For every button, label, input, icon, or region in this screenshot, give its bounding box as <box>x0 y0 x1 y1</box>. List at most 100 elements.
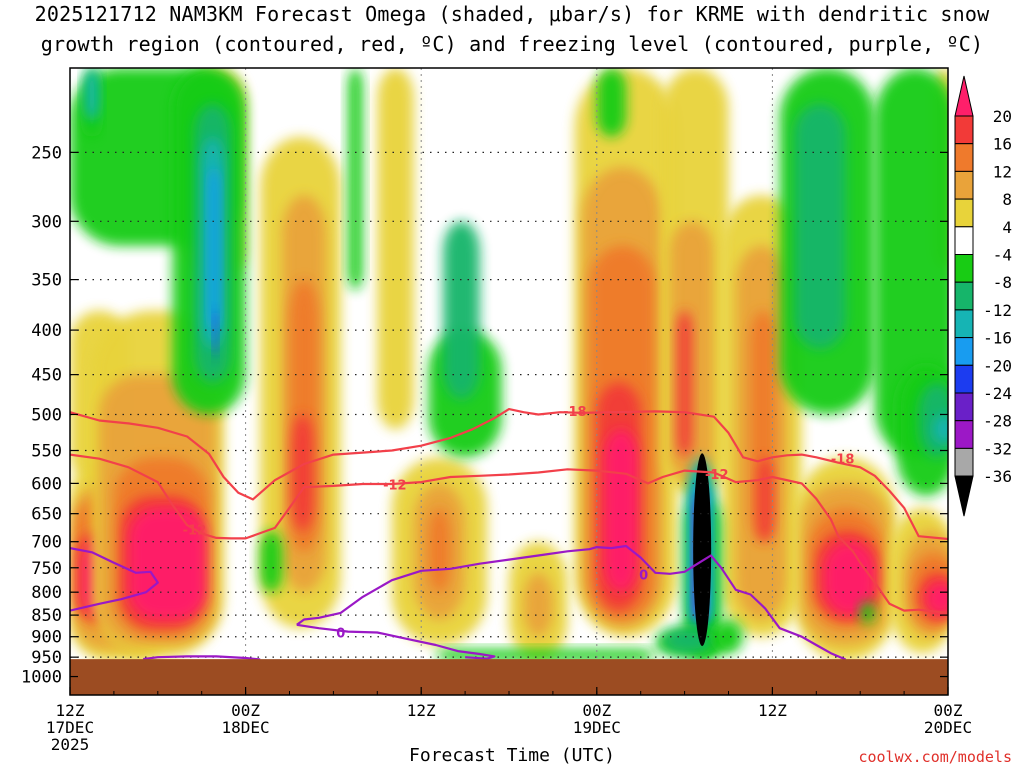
contour-line <box>70 408 948 541</box>
omega-field <box>70 68 948 662</box>
contour-label: -18 <box>563 405 587 420</box>
y-tick-label: 1000 <box>21 668 62 688</box>
x-tick-label: 12Z <box>758 701 787 720</box>
contour-label: -12 <box>183 524 207 539</box>
y-tick-label: 300 <box>31 212 62 232</box>
contour-line <box>70 453 948 614</box>
chart-title-line-1: 2025121712 NAM3KM Forecast Omega (shaded… <box>34 2 990 26</box>
omega-shade <box>926 582 948 616</box>
x-tick-label: 00Z <box>582 701 611 720</box>
omega-shade <box>209 167 220 331</box>
omega-shade <box>794 104 846 349</box>
colorbar-swatch <box>954 392 974 422</box>
omega-shade <box>757 457 773 542</box>
x-tick-label: 19DEC <box>573 718 621 737</box>
contour-label: -18 <box>831 452 855 467</box>
surface-fill <box>70 659 948 695</box>
colorbar-label: -4 <box>993 246 1012 265</box>
y-tick-label: 250 <box>31 143 62 163</box>
omega-shade <box>348 68 363 291</box>
colorbar-swatch <box>954 420 974 449</box>
y-tick-label: 900 <box>31 628 62 648</box>
omega-shade <box>428 507 451 593</box>
colorbar-swatch <box>954 447 974 477</box>
contour-line <box>296 544 847 661</box>
contour-label: 0 <box>639 568 648 583</box>
omega-shade <box>292 414 313 531</box>
colorbar-swatch <box>954 115 974 145</box>
colorbar-swatch <box>954 226 974 256</box>
colorbar-label: 12 <box>993 162 1012 181</box>
colorbar-swatch <box>954 337 974 366</box>
colorbar-swatch <box>954 309 974 339</box>
omega-shade <box>933 414 948 444</box>
colorbar-swatch <box>954 281 974 311</box>
x-axis-title: Forecast Time (UTC) <box>409 745 615 766</box>
contour-line <box>70 547 159 612</box>
omega-shade <box>823 541 875 616</box>
omega-shade <box>443 221 480 400</box>
contour-lines: -18 -18 -12 -12 -12 0 0 <box>70 405 948 661</box>
y-tick-label: 650 <box>31 505 62 525</box>
omega-shade <box>677 310 692 458</box>
credit-text[interactable]: coolwx.com/models <box>858 748 1012 766</box>
colorbar-label: -32 <box>983 439 1012 458</box>
colorbar-label: -20 <box>983 356 1012 375</box>
y-tick-label: 600 <box>31 474 62 494</box>
y-tick-label: 350 <box>31 271 62 291</box>
x-tick-label: 12Z <box>407 701 436 720</box>
y-tick-label: 750 <box>31 559 62 579</box>
contour-line <box>296 623 496 660</box>
omega-shade <box>523 572 553 637</box>
colorbar-label: -12 <box>983 301 1012 320</box>
y-tick-label: 500 <box>31 405 62 425</box>
colorbar-label: -8 <box>993 273 1012 292</box>
x-tick-label: 17DEC <box>46 718 94 737</box>
contour-line <box>143 655 261 661</box>
x-tick-label: 00Z <box>934 701 963 720</box>
colorbar: 20 16 12 8 4 -4 -8 -12 -16 -20 -24 -28 -32 -36 <box>954 75 1012 517</box>
x-tick-label: 2025 <box>51 735 90 754</box>
omega-shade <box>377 68 414 430</box>
colorbar-bottom-arrow <box>954 475 974 517</box>
colorbar-label: -28 <box>983 412 1012 431</box>
y-tick-label: 850 <box>31 606 62 626</box>
colorbar-label: 20 <box>993 107 1012 126</box>
omega-shade <box>213 310 218 358</box>
omega-shade <box>260 530 283 593</box>
x-tick-label: 18DEC <box>222 718 270 737</box>
omega-shade-core <box>693 453 712 647</box>
omega-shade <box>713 619 744 654</box>
contour-label: -12 <box>383 478 407 493</box>
omega-shade <box>84 68 100 121</box>
colorbar-swatch <box>954 364 974 394</box>
colorbar-label: -36 <box>983 467 1012 486</box>
axes: 2503003504004505005506006507007508008509… <box>21 67 972 754</box>
colorbar-swatch <box>954 170 974 200</box>
contour-label: -12 <box>705 468 729 483</box>
omega-shade <box>874 68 948 458</box>
colorbar-swatch <box>954 254 974 283</box>
y-tick-label: 950 <box>31 648 62 668</box>
colorbar-label: -24 <box>983 384 1012 403</box>
x-tick-label: 20DEC <box>924 718 972 737</box>
x-tick-label: 00Z <box>231 701 260 720</box>
y-tick-label: 800 <box>31 583 62 603</box>
colorbar-swatch <box>954 198 974 228</box>
omega-shade <box>596 68 627 137</box>
y-tick-label: 400 <box>31 321 62 341</box>
colorbar-label: 16 <box>993 135 1012 154</box>
contour-label: 0 <box>336 626 345 641</box>
omega-shade <box>860 601 875 624</box>
omega-shade <box>604 429 638 593</box>
y-tick-label: 700 <box>31 533 62 553</box>
surface-ground <box>70 659 948 695</box>
y-tick-label: 550 <box>31 442 62 462</box>
colorbar-swatch <box>954 143 974 172</box>
x-tick-label: 12Z <box>56 701 85 720</box>
y-tick-label: 450 <box>31 366 62 386</box>
colorbar-label: -16 <box>983 329 1012 348</box>
chart-title-line-2: growth region (contoured, red, ºC) and f… <box>40 32 984 56</box>
colorbar-label: 8 <box>1002 190 1012 209</box>
